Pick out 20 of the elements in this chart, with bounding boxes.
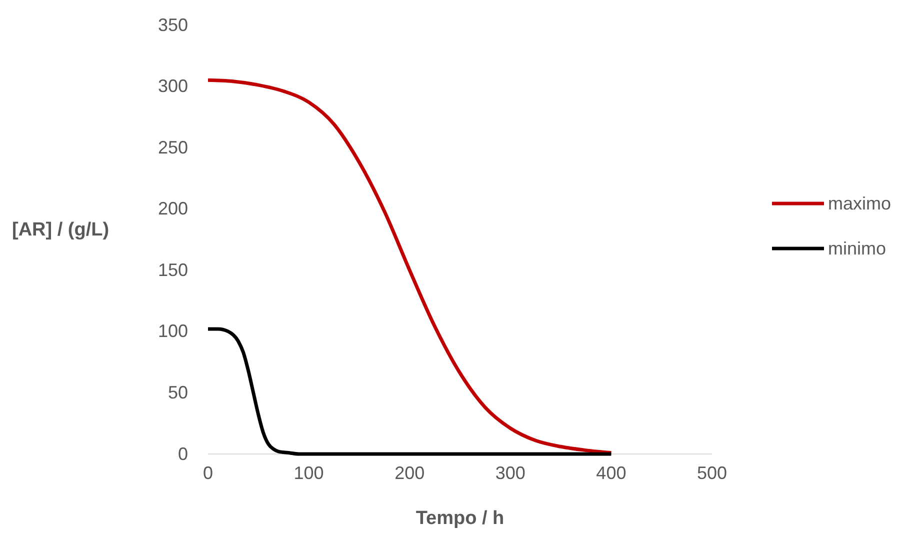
y-tick-label: 150	[158, 260, 188, 280]
y-tick-label: 250	[158, 137, 188, 158]
x-tick-label: 500	[696, 462, 728, 483]
x-axis-title: Tempo / h	[416, 508, 504, 529]
x-tick-label: 100	[294, 462, 324, 483]
y-tick-label: 0	[178, 444, 188, 464]
legend-label: minimo	[828, 238, 886, 258]
y-tick-label: 50	[168, 382, 188, 402]
line-series	[206, 327, 613, 456]
x-tick-label: 300	[495, 462, 526, 483]
y-tick-label: 300	[158, 76, 188, 96]
y-axis-title: [AR] / (g/L)	[12, 220, 110, 240]
x-tick-label: 200	[394, 462, 425, 483]
x-tick-label: 400	[596, 462, 626, 483]
line-series	[206, 78, 613, 455]
x-tick-label: 0	[202, 462, 214, 483]
y-tick-label: 100	[158, 321, 188, 342]
legend-label: maximo	[828, 194, 892, 214]
y-tick-label: 200	[158, 198, 188, 219]
y-tick-label: 350	[158, 14, 188, 35]
